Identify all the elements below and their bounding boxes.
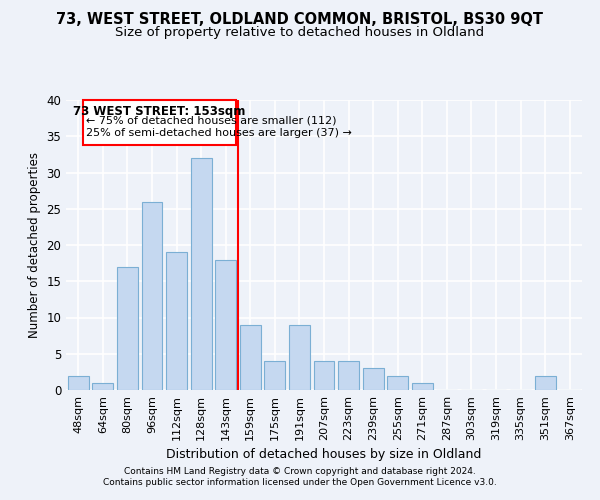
Bar bbox=[338, 361, 359, 390]
Bar bbox=[387, 376, 408, 390]
Bar bbox=[215, 260, 236, 390]
Bar bbox=[92, 383, 113, 390]
Text: Contains HM Land Registry data © Crown copyright and database right 2024.: Contains HM Land Registry data © Crown c… bbox=[124, 467, 476, 476]
Bar bbox=[314, 361, 334, 390]
Bar bbox=[191, 158, 212, 390]
Bar bbox=[265, 361, 286, 390]
Bar bbox=[412, 383, 433, 390]
Text: Size of property relative to detached houses in Oldland: Size of property relative to detached ho… bbox=[115, 26, 485, 39]
FancyBboxPatch shape bbox=[83, 100, 236, 145]
Text: 73, WEST STREET, OLDLAND COMMON, BRISTOL, BS30 9QT: 73, WEST STREET, OLDLAND COMMON, BRISTOL… bbox=[56, 12, 544, 28]
Bar bbox=[535, 376, 556, 390]
Text: Contains public sector information licensed under the Open Government Licence v3: Contains public sector information licen… bbox=[103, 478, 497, 487]
Bar bbox=[142, 202, 163, 390]
Y-axis label: Number of detached properties: Number of detached properties bbox=[28, 152, 41, 338]
Bar bbox=[166, 252, 187, 390]
Bar bbox=[68, 376, 89, 390]
Text: ← 75% of detached houses are smaller (112): ← 75% of detached houses are smaller (11… bbox=[86, 116, 336, 126]
X-axis label: Distribution of detached houses by size in Oldland: Distribution of detached houses by size … bbox=[166, 448, 482, 462]
Bar bbox=[117, 267, 138, 390]
Bar bbox=[240, 325, 261, 390]
Bar bbox=[362, 368, 383, 390]
Text: 73 WEST STREET: 153sqm: 73 WEST STREET: 153sqm bbox=[73, 105, 245, 118]
Text: 25% of semi-detached houses are larger (37) →: 25% of semi-detached houses are larger (… bbox=[86, 128, 352, 138]
Bar bbox=[289, 325, 310, 390]
